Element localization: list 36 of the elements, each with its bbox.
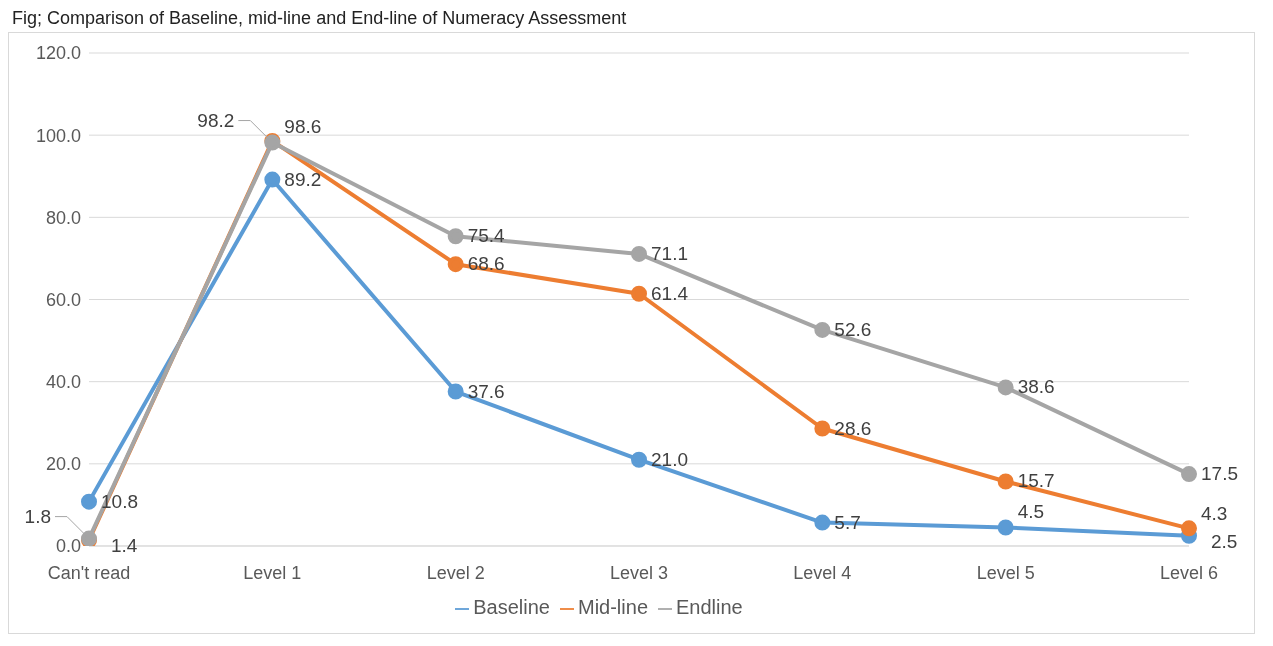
chart-title: Fig; Comparison of Baseline, mid-line and End-line of Numeracy Assessment xyxy=(11,8,628,30)
data-label: 98.6 xyxy=(284,115,322,137)
data-label: 21.0 xyxy=(651,448,688,470)
data-label: 38.6 xyxy=(1017,376,1055,398)
legend-label: Mid-line xyxy=(577,596,649,618)
data-label: 4.3 xyxy=(1201,503,1228,525)
y-tick-label: 80.0 xyxy=(45,207,81,228)
legend-label: Baseline xyxy=(473,596,550,618)
data-label: 75.4 xyxy=(467,225,506,247)
y-tick-label: 40.0 xyxy=(45,372,81,393)
data-label: 1.8 xyxy=(24,505,51,527)
x-tick-label: Can't read xyxy=(47,562,131,583)
y-tick-label: 100.0 xyxy=(35,125,81,146)
x-tick-label: Level 3 xyxy=(609,562,669,583)
x-tick-label: Level 4 xyxy=(793,562,852,583)
data-label: 61.4 xyxy=(651,282,689,304)
data-label: 37.6 xyxy=(467,380,505,402)
x-tick-label: Level 5 xyxy=(976,562,1035,583)
y-tick-label: 20.0 xyxy=(45,454,81,475)
legend-label: Endline xyxy=(676,596,743,618)
data-label: 2.5 xyxy=(1211,530,1238,552)
data-label: 52.6 xyxy=(834,318,872,340)
data-label: 4.5 xyxy=(1017,500,1045,522)
data-label: 89.2 xyxy=(284,168,322,190)
data-label: 15.7 xyxy=(1017,470,1055,492)
data-label: 71.1 xyxy=(651,242,688,264)
data-label: 1.4 xyxy=(111,535,138,557)
y-tick-label: 60.0 xyxy=(45,289,81,310)
y-tick-label: 120.0 xyxy=(35,43,81,64)
data-label: 17.5 xyxy=(1201,463,1238,485)
y-tick-label: 0.0 xyxy=(55,536,81,557)
data-label: 28.6 xyxy=(834,417,872,439)
data-label: 98.2 xyxy=(197,109,235,131)
x-tick-label: Level 1 xyxy=(243,562,302,583)
x-tick-label: Level 2 xyxy=(426,562,485,583)
x-tick-label: Level 6 xyxy=(1159,562,1219,583)
